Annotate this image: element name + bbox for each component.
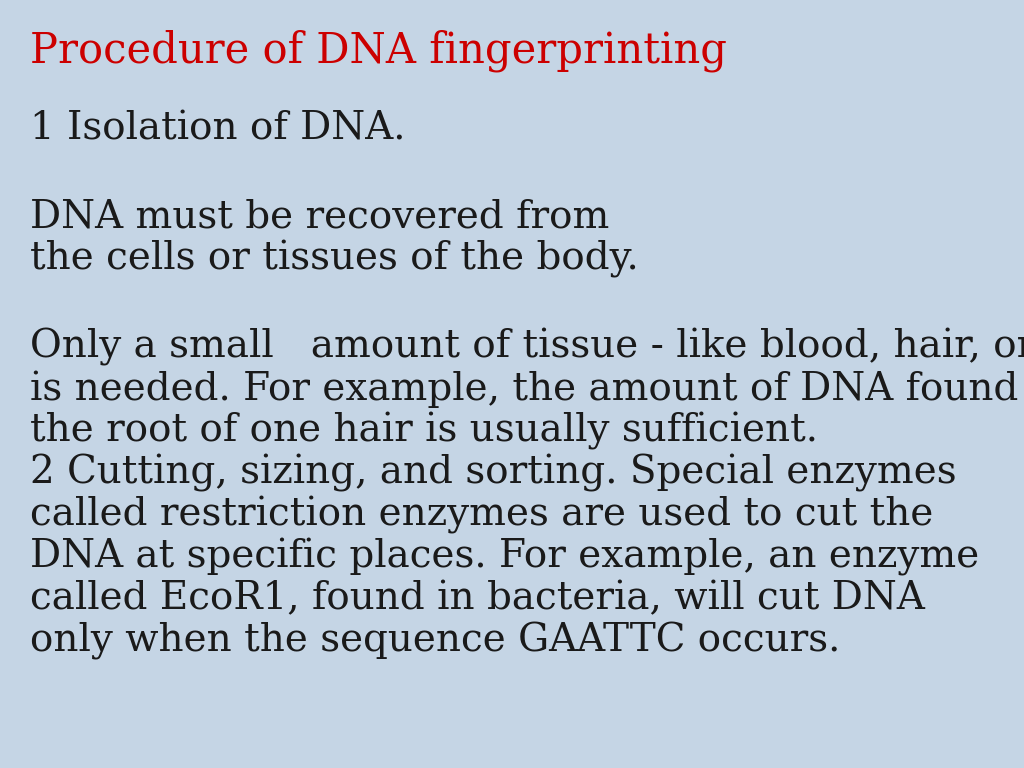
- Text: Procedure of DNA fingerprinting: Procedure of DNA fingerprinting: [30, 30, 727, 72]
- Text: is needed. For example, the amount of DNA found at: is needed. For example, the amount of DN…: [30, 370, 1024, 408]
- Text: DNA must be recovered from: DNA must be recovered from: [30, 198, 609, 235]
- Text: DNA at specific places. For example, an enzyme: DNA at specific places. For example, an …: [30, 538, 979, 576]
- Text: called restriction enzymes are used to cut the: called restriction enzymes are used to c…: [30, 496, 933, 534]
- Text: the cells or tissues of the body.: the cells or tissues of the body.: [30, 240, 639, 278]
- Text: 2 Cutting, sizing, and sorting. Special enzymes: 2 Cutting, sizing, and sorting. Special …: [30, 454, 956, 492]
- Text: the root of one hair is usually sufficient.: the root of one hair is usually sufficie…: [30, 412, 818, 450]
- Text: called EcoR1, found in bacteria, will cut DNA: called EcoR1, found in bacteria, will cu…: [30, 580, 925, 617]
- Text: only when the sequence GAATTC occurs.: only when the sequence GAATTC occurs.: [30, 622, 841, 660]
- Text: Only a small   amount of tissue - like blood, hair, or skin -: Only a small amount of tissue - like blo…: [30, 328, 1024, 366]
- Text: 1 Isolation of DNA.: 1 Isolation of DNA.: [30, 110, 406, 147]
